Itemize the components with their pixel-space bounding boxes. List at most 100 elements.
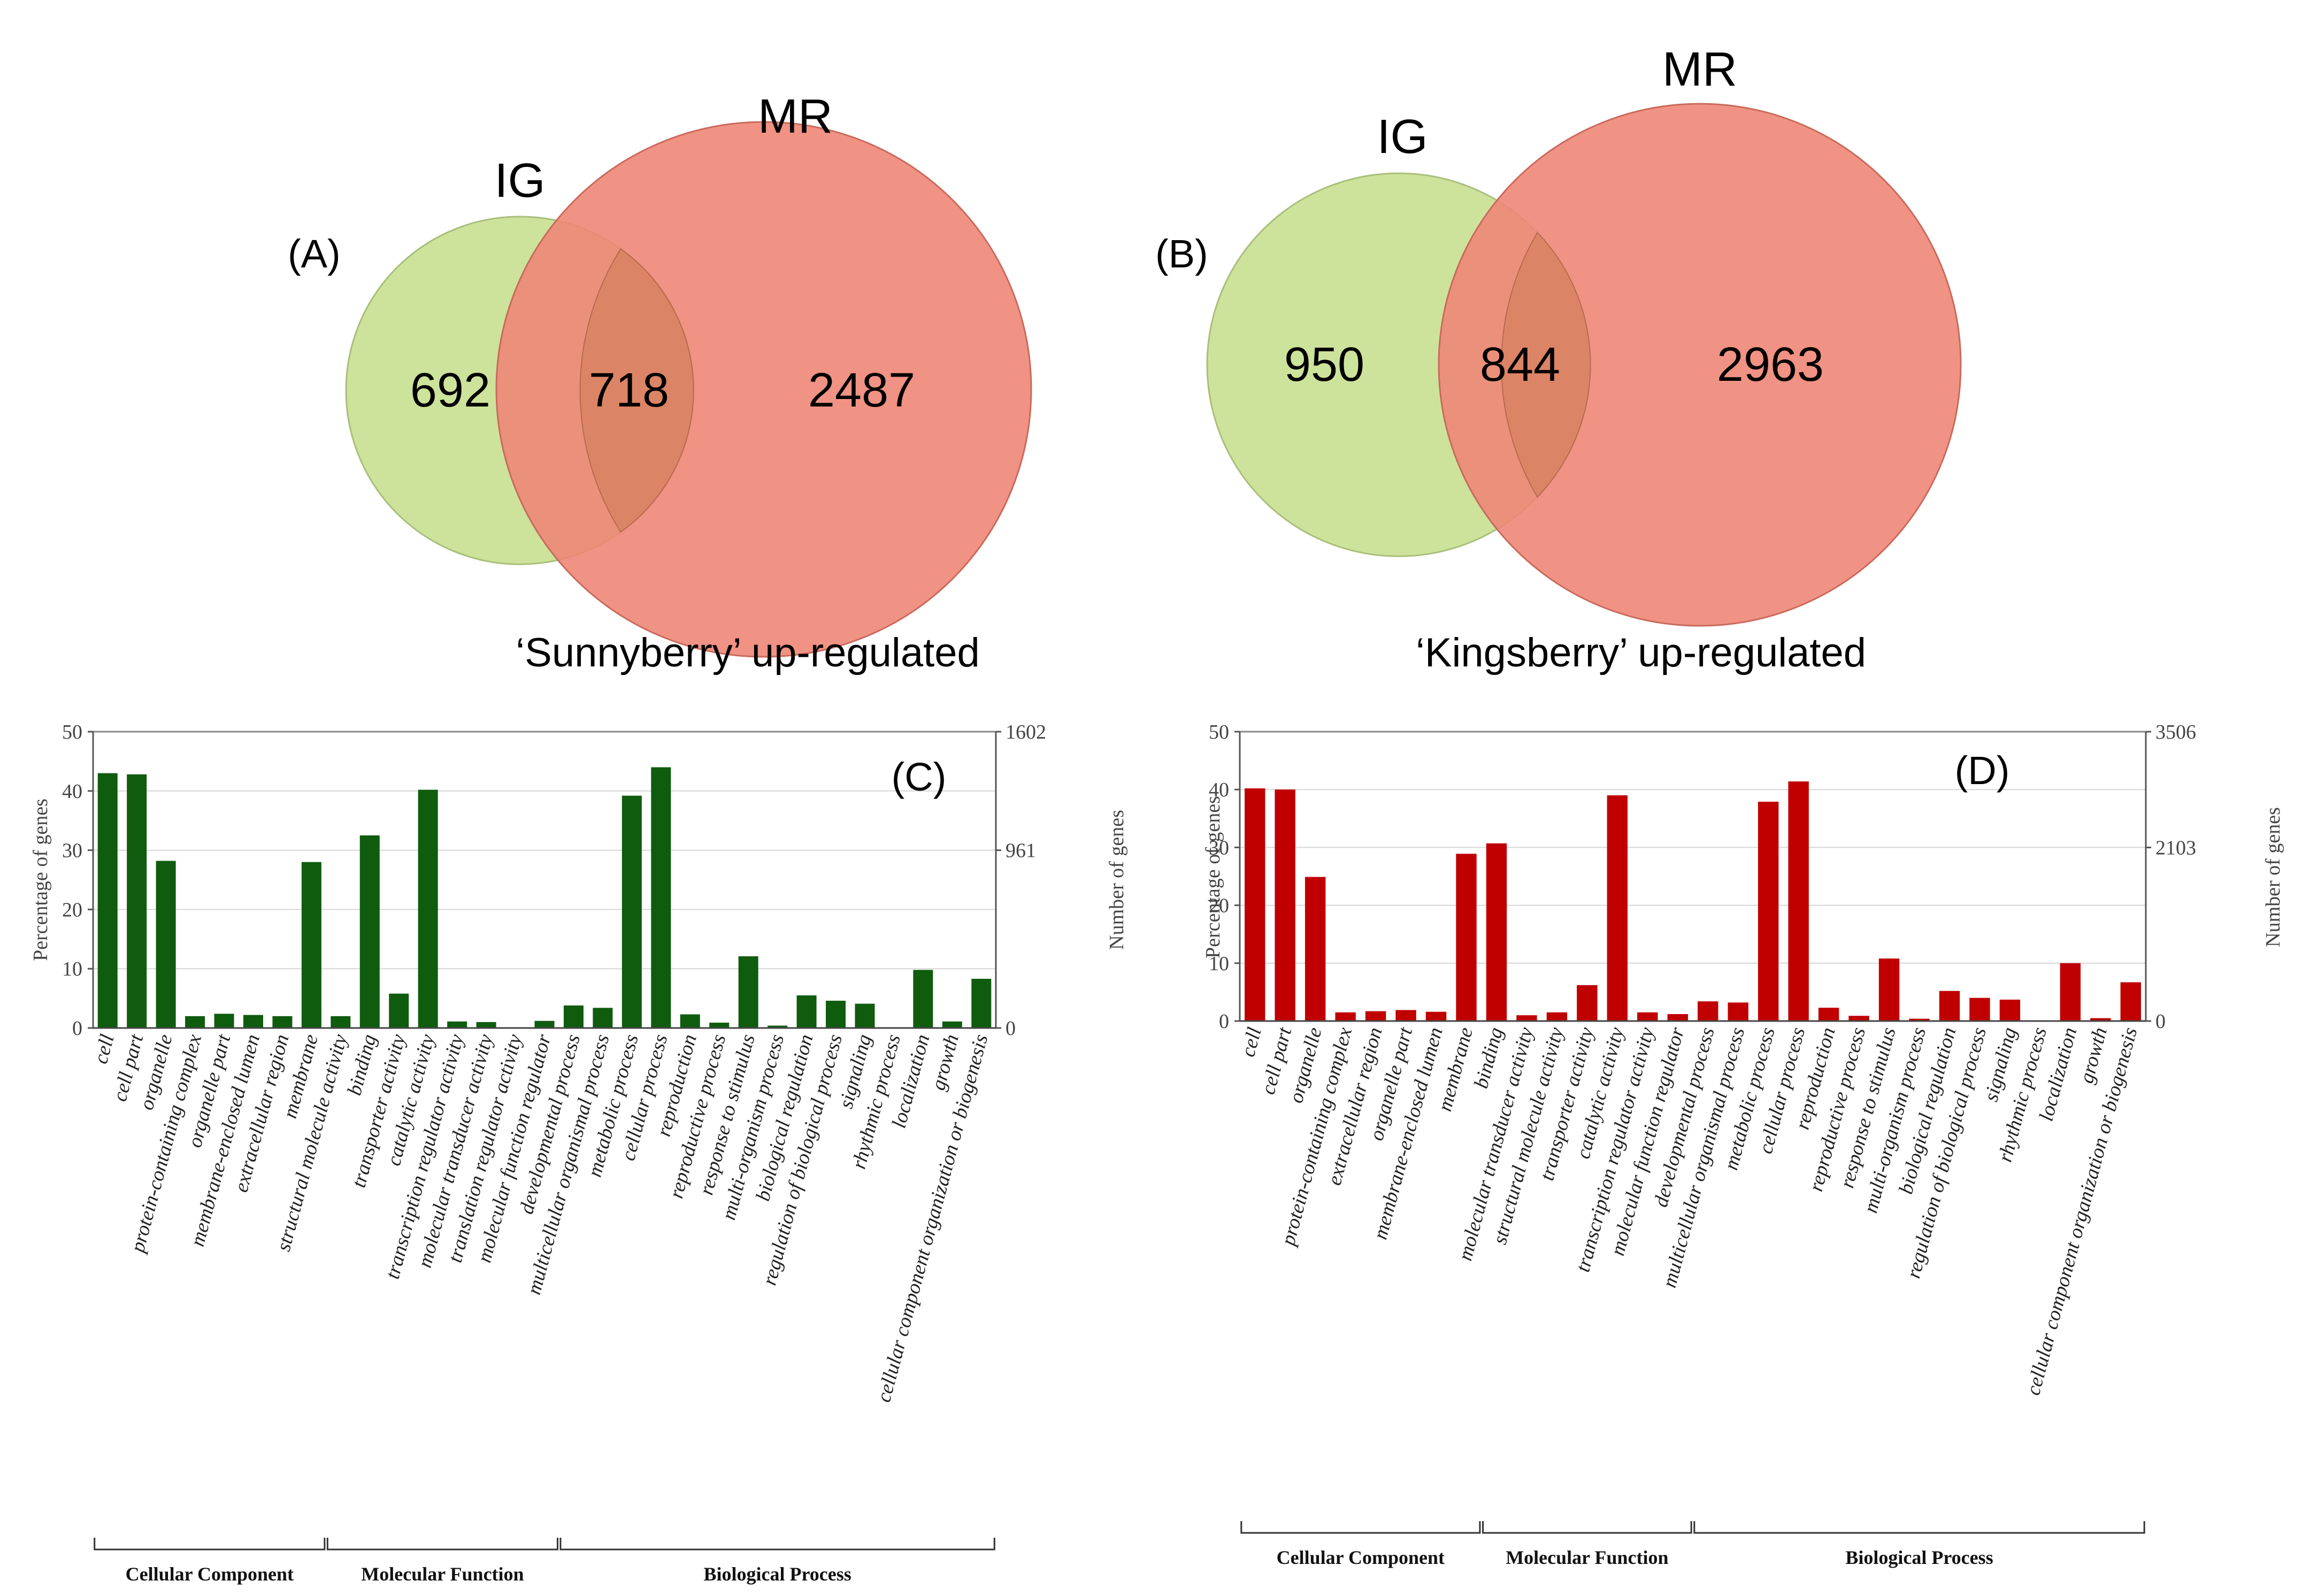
chart-c-bar <box>534 1020 555 1028</box>
venn-a-caption: ‘Sunnyberry’ up-regulated <box>516 630 979 676</box>
chart-c-bar <box>301 862 321 1028</box>
chart-c-bar <box>651 767 671 1028</box>
chart-d-y-tick-label: 30 <box>1209 837 1229 859</box>
chart-d-y-tick-label: 0 <box>1219 1010 1229 1033</box>
chart-d-bar <box>1546 1012 1568 1021</box>
venn-b-mr-circle <box>1438 103 1962 627</box>
chart-c-y-tick-label: 30 <box>62 840 82 862</box>
chart-c-group-bracket <box>94 1538 326 1551</box>
chart-d-y-axis-label: Percentage of genes <box>1202 796 1224 958</box>
chart-c-y2-axis-label: Number of genes <box>1106 810 1128 950</box>
chart-d-bar <box>1698 1001 1718 1021</box>
chart-c-y-tick-label: 50 <box>62 721 82 743</box>
chart-d-bar <box>1275 789 1295 1021</box>
venn-a-mr-circle <box>495 121 1032 658</box>
venn-b-overlap <box>1501 232 1591 498</box>
chart-c-y-axis-label: Percentage of genes <box>29 799 52 961</box>
venn-a-panel-label: (A) <box>288 232 341 276</box>
chart-d-y2-tick-label: 2103 <box>2155 837 2196 859</box>
chart-c-bar <box>942 1021 962 1028</box>
chart-d-bar <box>1788 781 1809 1021</box>
venn-a-ig-only-count: 692 <box>410 364 490 417</box>
chart-d-bar <box>1848 1016 1869 1021</box>
chart-c-group-label: Cellular Component <box>126 1563 294 1585</box>
chart-c-bar <box>156 861 176 1028</box>
venn-b: (B) IG MR 950 844 2963 ‘Kingsberry’ up-r… <box>1155 43 1962 676</box>
chart-d-bar <box>1425 1011 1447 1021</box>
chart-d-bar <box>1878 958 1900 1021</box>
chart-d-bar <box>1365 1011 1386 1021</box>
chart-d-bar <box>1577 985 1598 1021</box>
chart-c-panel-label: (C) <box>892 755 947 799</box>
chart-d-bar <box>1516 1015 1537 1021</box>
chart-d-y2-tick-label: 0 <box>2155 1010 2166 1033</box>
chart-c-y-tick-label: 40 <box>62 780 82 803</box>
chart-d-bar <box>1758 801 1779 1021</box>
chart-d-bar <box>1395 1010 1416 1021</box>
chart-c-bar <box>709 1023 730 1028</box>
chart-d-bar <box>1909 1018 1930 1021</box>
venn-b-ig-label: IG <box>1377 110 1428 164</box>
chart-c-category-label: cell <box>89 1032 119 1066</box>
chart-c-bar <box>476 1022 496 1028</box>
chart-c-bar <box>593 1008 613 1028</box>
chart-d-bar <box>1637 1012 1658 1021</box>
chart-c-bar <box>680 1014 700 1028</box>
chart-d-bar <box>1999 999 2021 1021</box>
chart-c-y2-tick-label: 1602 <box>1006 721 1046 743</box>
chart-c-bar <box>855 1003 875 1028</box>
chart-d-bar <box>1456 854 1477 1021</box>
chart-d-group-label: Cellular Component <box>1277 1547 1445 1568</box>
chart-d-y-tick-label: 50 <box>1209 721 1229 743</box>
chart-d-bar <box>2060 963 2081 1021</box>
chart-c-bar <box>796 995 817 1028</box>
chart-c-bar <box>359 835 380 1028</box>
venn-a: (A) IG MR 692 718 2487 ‘Sunnyberry’ up-r… <box>288 90 1032 676</box>
venn-a-mr-only-count: 2487 <box>808 364 915 417</box>
chart-d-bar <box>1818 1008 1839 1021</box>
chart-c-bar <box>621 795 642 1028</box>
chart-c-y2-tick-label: 0 <box>1006 1017 1016 1040</box>
chart-d-group-bracket <box>1482 1521 1692 1534</box>
chart-d-bar <box>1667 1014 1688 1021</box>
chart-c-group-bracket <box>559 1538 995 1551</box>
chart-d-bar <box>2120 982 2141 1021</box>
chart-c-bar <box>214 1014 234 1028</box>
venn-a-overlap-count: 718 <box>589 364 669 417</box>
chart-c-bar <box>127 774 147 1028</box>
chart-d-group-bracket <box>1240 1521 1481 1534</box>
chart-d-bar <box>1607 795 1628 1021</box>
chart-d-bar <box>1939 991 1960 1021</box>
chart-d-bar <box>1728 1002 1748 1021</box>
chart-c-bar <box>97 773 118 1028</box>
chart-d-panel-label: (D) <box>1955 748 2010 793</box>
chart-c-bar <box>447 1021 467 1028</box>
chart-d-y-tick-label: 40 <box>1209 779 1229 801</box>
chart-d-y2-axis-label: Number of genes <box>2262 807 2284 947</box>
venn-b-mr-only-count: 2963 <box>1717 338 1824 392</box>
chart-c-group-label: Molecular Function <box>361 1563 524 1585</box>
chart-c-bar <box>418 789 438 1028</box>
chart-d-group-bracket <box>1693 1521 2145 1534</box>
venn-b-overlap-count: 844 <box>1480 338 1560 392</box>
venn-a-mr-label: MR <box>758 90 833 143</box>
chart-c-bar <box>272 1016 293 1028</box>
chart-c-y-tick-label: 20 <box>62 899 82 921</box>
chart-d-bar <box>1969 998 1990 1021</box>
chart-c-bar <box>389 993 409 1028</box>
chart-c-bar <box>768 1025 788 1028</box>
chart-d-y-tick-label: 20 <box>1209 895 1229 917</box>
chart-c-bar <box>185 1016 205 1028</box>
chart-d-y2-tick-label: 3506 <box>2155 721 2196 743</box>
chart-c-bar <box>563 1005 584 1028</box>
chart-c-y-tick-label: 10 <box>62 958 82 980</box>
chart-c-group-bracket <box>326 1538 558 1551</box>
chart-c-bar <box>826 1001 846 1028</box>
chart-c-y2-tick-label: 961 <box>1006 840 1036 862</box>
chart-d-group-label: Biological Process <box>1845 1547 1993 1568</box>
chart-d-y-tick-label: 10 <box>1209 953 1229 975</box>
chart-c-group-label: Biological Process <box>703 1563 851 1585</box>
chart-d-bar <box>1486 843 1507 1021</box>
